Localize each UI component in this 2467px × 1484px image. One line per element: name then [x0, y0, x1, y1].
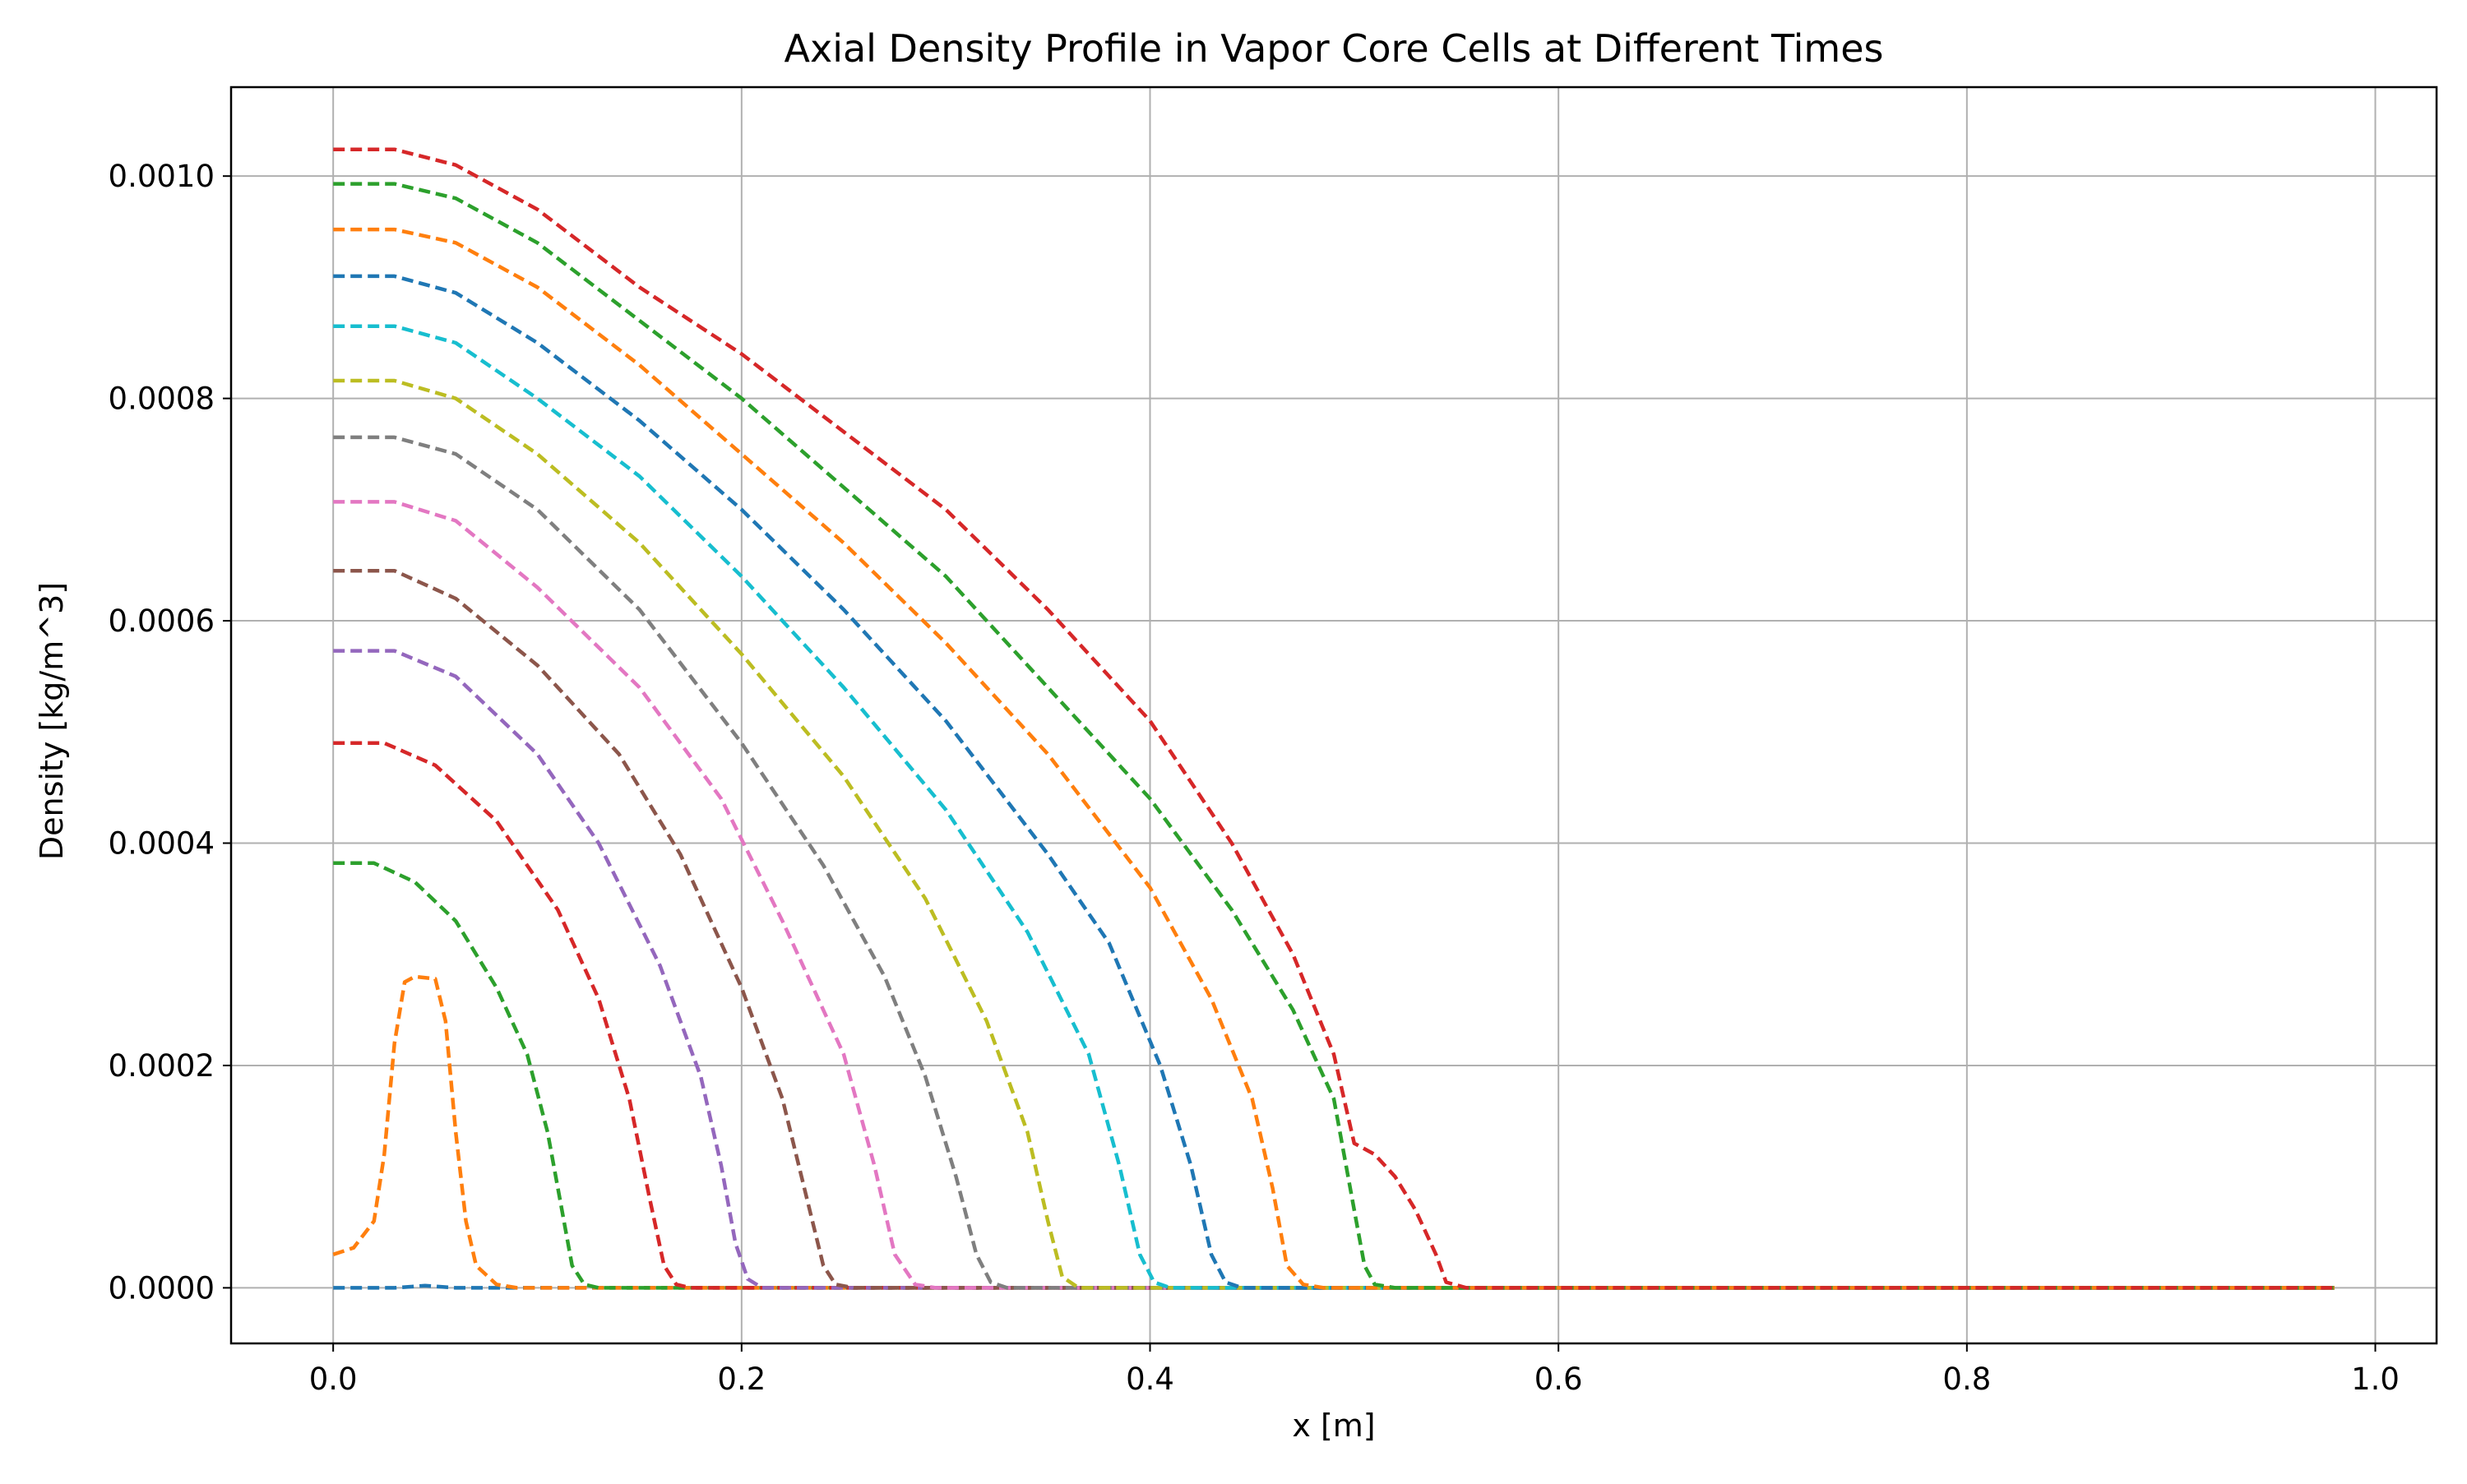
- x-tick-label: 0.6: [1534, 1361, 1583, 1397]
- x-tick-label: 0.2: [717, 1361, 766, 1397]
- y-tick-label: 0.0002: [109, 1048, 215, 1084]
- y-tick-label: 0.0006: [109, 603, 215, 639]
- y-tick-label: 0.0004: [109, 826, 215, 862]
- y-tick-label: 0.0010: [109, 159, 215, 194]
- x-tick-label: 0.0: [309, 1361, 358, 1397]
- chart-title: Axial Density Profile in Vapor Core Cell…: [785, 26, 1884, 71]
- y-axis-label: Density [kg/m^3]: [34, 582, 70, 860]
- x-tick-label: 1.0: [2351, 1361, 2400, 1397]
- x-tick-label: 0.8: [1942, 1361, 1991, 1397]
- x-tick-label: 0.4: [1126, 1361, 1174, 1397]
- y-tick-label: 0.0008: [109, 381, 215, 417]
- y-tick-label: 0.0000: [109, 1270, 215, 1306]
- x-axis-label: x [m]: [1292, 1408, 1375, 1444]
